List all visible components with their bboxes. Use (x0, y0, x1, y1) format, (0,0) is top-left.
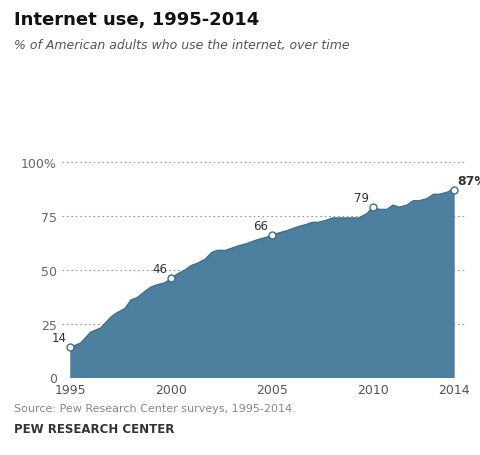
Text: % of American adults who use the internet, over time: % of American adults who use the interne… (14, 39, 350, 52)
Text: Internet use, 1995-2014: Internet use, 1995-2014 (14, 11, 260, 29)
Text: 46: 46 (152, 263, 167, 275)
Text: 79: 79 (354, 192, 369, 204)
Text: PEW RESEARCH CENTER: PEW RESEARCH CENTER (14, 422, 175, 435)
Text: 14: 14 (51, 331, 66, 344)
Text: 87%: 87% (457, 174, 480, 187)
Text: Source: Pew Research Center surveys, 1995-2014.: Source: Pew Research Center surveys, 199… (14, 403, 296, 413)
Text: 66: 66 (253, 219, 268, 233)
